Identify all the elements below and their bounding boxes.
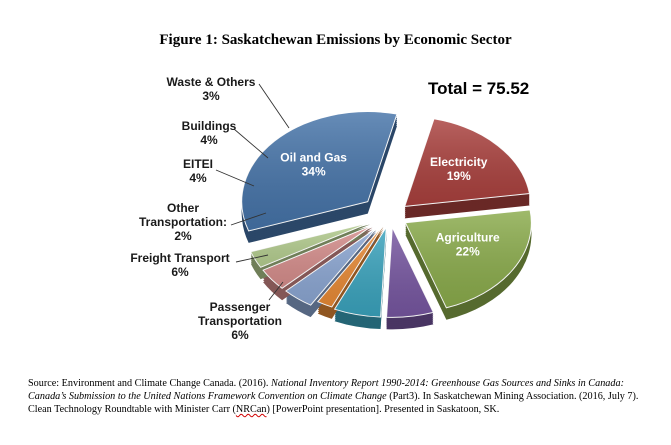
slice-label-other-transportation: Other: [167, 201, 199, 215]
leader-waste-others: [258, 83, 290, 129]
slice-label-buildings: Buildings: [182, 119, 237, 133]
chart-title: Figure 1: Saskatchewan Emissions by Econ…: [159, 32, 512, 48]
pct-label-eitei: 4%: [189, 171, 207, 185]
leader-buildings: [233, 128, 269, 159]
pct-label-buildings: 4%: [200, 133, 218, 147]
pct-label-oil-and-gas: 34%: [302, 164, 326, 178]
pct-label-freight-transport: 6%: [171, 265, 189, 279]
slice-shade-freight-transport: [334, 227, 387, 318]
pct-label-waste-others: 3%: [202, 89, 220, 103]
slice-shade-passenger-transportation: [386, 227, 434, 318]
slice-label-waste-others: Waste & Others: [167, 75, 256, 89]
pct-label-electricity: 19%: [447, 169, 471, 183]
pct-label-agriculture: 22%: [456, 244, 480, 258]
source-report-title: National Inventory Report 1990-2014: Gre…: [28, 378, 624, 402]
slice-label-passenger-transportation: Transportation: [198, 314, 282, 328]
source-citation: Source: Environment and Climate Change C…: [28, 377, 653, 416]
slice-shade-waste-others: [250, 222, 370, 268]
slice-label-agriculture: Agriculture: [436, 230, 500, 244]
slice-shade-buildings: [263, 225, 373, 289]
source-nrcan: NRCan: [235, 404, 267, 415]
leader-passenger-transportation: [268, 281, 284, 301]
source-suffix: ) [PowerPoint presentation]. Presented i…: [266, 404, 500, 415]
slice-shade-other-transportation: [317, 224, 384, 307]
slice-label-other-transportation: Transportation:: [139, 215, 227, 229]
slice-top-layer: [241, 111, 532, 318]
slice-shade-agriculture: [405, 209, 532, 308]
total-annotation: Total = 75.52: [428, 79, 529, 98]
slice-shade-eitei: [285, 228, 377, 306]
leader-eitei: [215, 169, 255, 187]
source-prefix: Source: Environment and Climate Change C…: [28, 378, 272, 389]
slice-label-oil-and-gas: Oil and Gas: [280, 150, 347, 164]
leader-lines: [215, 83, 290, 301]
pct-label-other-transportation: 2%: [174, 229, 192, 243]
pct-label-passenger-transportation: 6%: [231, 328, 249, 342]
source-mid: (Part3). In Saskatchewan Mining Associat…: [28, 391, 639, 415]
slice-label-electricity: Electricity: [430, 155, 488, 169]
slice-labels: Oil and Gas34%Electricity19%Agriculture2…: [130, 75, 500, 342]
slice-label-eitei: EITEI: [183, 157, 213, 171]
leader-freight-transport: [235, 254, 269, 263]
slice-label-freight-transport: Freight Transport: [130, 251, 229, 265]
slice-shade-oil-and-gas: [241, 111, 397, 231]
slice-label-passenger-transportation: Passenger: [210, 300, 271, 314]
leader-other-transportation: [230, 212, 267, 226]
slice-shade-electricity: [404, 118, 530, 207]
